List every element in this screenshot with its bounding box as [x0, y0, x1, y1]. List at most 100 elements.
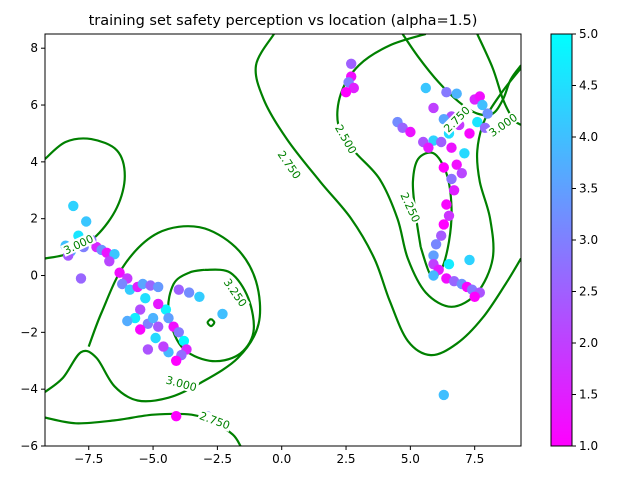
scatter-point: [459, 148, 470, 159]
colorbar: 1.0 1.5 2.0 2.5 3.0 3.5 4.0 4.5 5.0: [550, 27, 598, 453]
scatter-point: [469, 291, 480, 302]
scatter-point: [405, 126, 416, 138]
contour-label-gap: [485, 110, 521, 140]
scatter-point: [153, 298, 164, 310]
scatter-point: [194, 291, 205, 302]
scatter-point: [150, 332, 161, 344]
scatter-point: [137, 278, 148, 290]
scatter-point: [428, 102, 439, 114]
x-tick-label: −5.0: [138, 452, 167, 466]
y-tick-label: −6: [20, 439, 38, 453]
scatter-point: [153, 281, 164, 293]
x-tick-label: −7.5: [74, 452, 103, 466]
x-axis: −7.5 −5.0 −2.5 0.0 2.5 5.0 7.5: [74, 446, 484, 466]
scatter-point: [173, 327, 184, 338]
contour-label-gap: [60, 231, 97, 257]
contour-label-gap: [332, 121, 360, 157]
y-tick-label: 6: [30, 98, 38, 112]
plot-area: 3.0003.2503.0002.7502.7502.5002.2502.750…: [20, 33, 522, 466]
scatter-point: [428, 250, 439, 261]
scatter-point: [142, 344, 154, 355]
colorbar-tick-label: 1.0: [579, 439, 598, 453]
scatter-point: [456, 168, 467, 179]
x-tick-label: −2.5: [203, 452, 232, 466]
scatter-point: [163, 312, 174, 324]
contour-label-gap: [196, 408, 233, 432]
contour-line-8: [401, 34, 521, 117]
x-tick-label: 5.0: [401, 452, 420, 466]
colorbar-tick-label: 2.5: [579, 285, 598, 299]
scatter-point: [348, 82, 359, 94]
scatter-point: [81, 216, 92, 227]
scatter-point: [171, 355, 182, 366]
scatter-point: [135, 324, 146, 335]
scatter-point: [129, 312, 141, 324]
scatter-point: [451, 159, 462, 170]
scatter-point: [171, 411, 182, 422]
scatter-point: [436, 230, 447, 241]
scatter-point: [443, 259, 455, 270]
scatter-point: [183, 287, 195, 298]
scatter-point: [438, 389, 449, 401]
scatter-point: [147, 312, 159, 324]
y-tick-label: −2: [20, 325, 38, 339]
scatter-point: [474, 91, 485, 102]
colorbar-tick-label: 2.0: [579, 336, 598, 350]
scatter-point: [464, 128, 475, 139]
scatter-point: [114, 267, 125, 278]
scatter-point: [446, 142, 457, 153]
colorbar-tick-label: 3.5: [579, 182, 598, 196]
scatter-point: [117, 278, 128, 290]
scatter-point: [446, 173, 457, 185]
y-tick-label: 2: [30, 212, 38, 226]
y-axis: −6 −4 −2 0 2 4 6 8: [20, 41, 45, 453]
colorbar-axis: 1.0 1.5 2.0 2.5 3.0 3.5 4.0 4.5 5.0: [572, 27, 598, 453]
scatter-point: [140, 293, 151, 304]
contour-label-gap: [163, 373, 200, 394]
contour-label-gap: [220, 275, 251, 310]
contour-line-6: [336, 34, 521, 308]
colorbar-tick-label: 4.0: [579, 130, 598, 144]
scatter-point: [135, 304, 146, 315]
scatter-point: [430, 239, 442, 250]
plot-frame: [44, 33, 522, 447]
scatter-point: [160, 304, 172, 315]
x-tick-label: 0.0: [272, 452, 291, 466]
scatter-point: [420, 82, 431, 94]
scatter-point: [423, 142, 434, 153]
scatter-point: [104, 256, 115, 267]
scatter-point: [122, 315, 133, 327]
scatter-point: [477, 99, 488, 111]
scatter-point: [436, 136, 447, 148]
scatter-point: [443, 210, 455, 221]
y-tick-label: 0: [30, 269, 38, 283]
contour-line-3: [206, 317, 216, 328]
y-tick-label: 8: [30, 41, 38, 55]
scatter-point: [441, 87, 452, 98]
scatter-point: [75, 273, 87, 284]
scatter-point: [173, 284, 184, 295]
y-tick-label: −4: [20, 382, 38, 396]
scatter-point: [340, 87, 352, 98]
scatter-point: [482, 108, 493, 119]
scatter-point: [472, 116, 483, 128]
scatter-point: [145, 280, 156, 291]
colorbar-tick-label: 1.5: [579, 388, 598, 402]
scatter-point: [68, 200, 79, 212]
scatter-point: [101, 247, 113, 258]
x-tick-label: 2.5: [336, 452, 355, 466]
colorbar-tick-label: 3.0: [579, 233, 598, 247]
contour-label-gap: [397, 189, 424, 226]
scatter-point: [397, 122, 408, 133]
contour-label-gap: [274, 147, 305, 183]
scatter-point: [441, 199, 452, 210]
scatter-point: [178, 335, 190, 347]
scatter-point: [346, 58, 357, 69]
x-tick-label: 7.5: [465, 452, 484, 466]
scatter-point: [448, 185, 460, 196]
contour-line-5: [254, 34, 521, 357]
y-tick-label: 4: [30, 155, 38, 169]
chart-title: training set safety perception vs locati…: [89, 13, 478, 29]
scatter-point: [153, 321, 164, 332]
